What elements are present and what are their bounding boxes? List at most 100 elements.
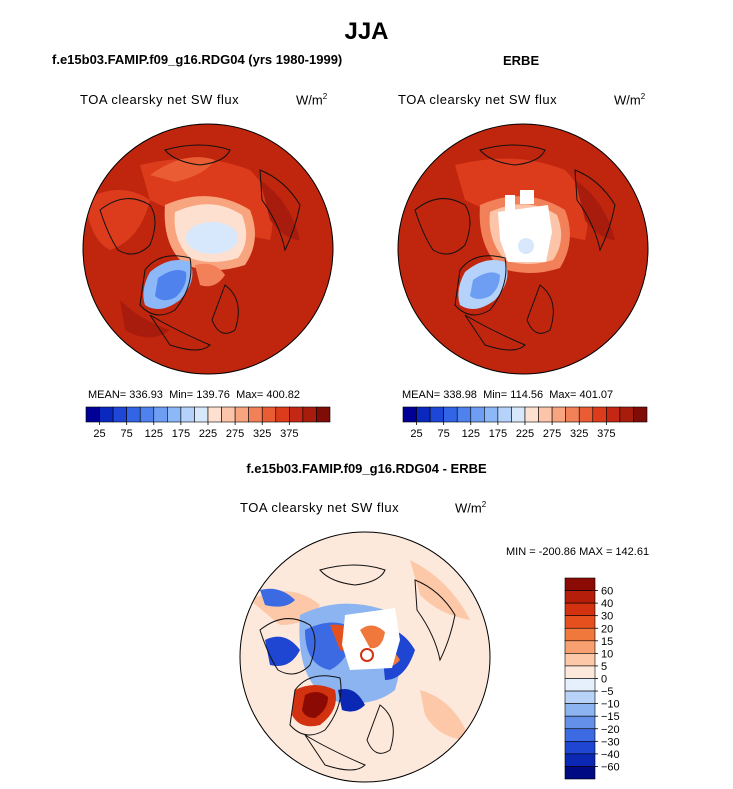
colorbar-tick-label: 0 [601,674,607,686]
colorbar-swatch [456,406,472,423]
colorbar-tick-label: 325 [253,428,271,440]
colorbar-tick-label: 375 [597,428,615,440]
panel-diff-header: f.e15b03.FAMIP.f09_g16.RDG04 - ERBE [246,461,487,476]
max-value: 401.07 [579,389,614,401]
deep-red-patch [260,180,300,240]
colorbar-swatch [484,406,499,423]
colorbar-tick-label: 175 [172,428,190,440]
colorbar-swatch [221,406,236,423]
map-right-border [397,123,649,375]
positive-patch [410,560,470,620]
colorbar-tick-label: −20 [601,724,620,736]
panel-right-units: W/m2 [614,92,646,108]
colorbar-swatch [99,406,114,423]
panel-diff-units: W/m2 [455,500,487,516]
colorbar-swatch [416,406,431,423]
mean-value: 338.98 [443,389,477,401]
colorbar-tick-label: 30 [601,611,613,623]
strong-negative-west [265,636,300,666]
colorbar-swatch [565,406,580,423]
colorbar-swatch [85,406,100,423]
orange-patch [150,157,215,182]
colorbar-tick-label: 275 [226,428,244,440]
colorbar-tick-label: 15 [601,636,613,648]
colorbar-swatch [564,602,596,616]
mean-value: 336.93 [129,389,163,401]
colorbar-swatch [261,406,277,423]
colorbar-swatch [538,406,553,423]
colorbar-tick-label: 225 [516,428,534,440]
panel-right-stats: MEAN= 338.98 Min= 114.56 Max= 401.07 [402,389,613,401]
panel-right-variable: TOA clearsky net SW flux [398,92,558,107]
greenland-core [155,270,187,301]
colorbar-tick-label: 175 [489,428,507,440]
figure-title: JJA [344,18,389,45]
missing-data-notch [505,195,515,213]
colorbar-swatch [511,406,526,423]
missing-data-notch [520,190,534,204]
extreme-negative [338,689,365,712]
colorbar-swatch [619,406,634,423]
colorbar-swatch [564,766,596,780]
extreme-positive [302,691,328,718]
mean-label: MEAN= [88,389,127,401]
warm-band-west [85,190,150,250]
colorbar-tick-label: 40 [601,598,613,610]
panel-right-header: ERBE [503,53,540,68]
map-right [397,123,649,375]
map-diff [239,531,491,783]
colorbar-tick-label: 225 [199,428,217,440]
colorbar-swatch [564,615,596,629]
colorbar-swatch [578,406,594,423]
pole-marker [360,648,374,662]
colorbar-swatch [564,728,596,742]
colorbar-swatch [180,406,195,423]
colorbar-tick-label: −5 [601,686,614,698]
max-label: Max= [549,389,577,401]
colorbar-tick-label: 325 [570,428,588,440]
colorbar-swatch [633,406,648,423]
pole-positive-arc [360,625,385,649]
colorbar-tick-label: 20 [601,623,613,635]
map-diff-border [239,531,491,783]
panel-left-stats: MEAN= 336.93 Min= 139.76 Max= 400.82 [88,389,300,401]
colorbar-tick-label: −15 [601,711,620,723]
deep-red-patch-2 [120,300,170,338]
colorbar-tick-label: 275 [543,428,561,440]
panel-left-units: W/m2 [296,92,328,108]
map-left [82,123,334,375]
coastlines [99,144,301,351]
missing-data-polar [498,205,552,262]
colorbar-tick-label: 125 [462,428,480,440]
colorbar-swatch [564,577,596,591]
map-left-border [82,123,334,375]
positive-patch [420,690,470,740]
colorbar-swatch [194,406,209,423]
colorbar-swatch [207,406,222,423]
coastlines [414,144,616,351]
colorbar-tick-label: −10 [601,699,620,711]
colorbar-swatch [564,640,596,654]
colorbar-swatch [564,590,596,604]
colorbar-tick-label: 60 [601,586,613,598]
colorbar-swatch [564,703,596,717]
colorbar-swatch [592,406,607,423]
strong-negative-nw [260,588,295,607]
colorbar-swatch [564,627,596,642]
colorbar-swatch [402,406,417,423]
colorbar-tick-label: 25 [93,428,105,440]
colorbar-tick-label: 375 [280,428,298,440]
colorbar-swatch [429,406,444,423]
colorbar-tick-label: −60 [601,761,620,773]
deep-red-patch [575,180,615,240]
colorbar-swatch [275,406,290,423]
greenland-core [470,272,500,299]
polar-cap [186,222,238,254]
colorbar-swatch [564,653,596,667]
colorbar-swatch [564,753,596,767]
max-value: 400.82 [266,389,300,401]
colorbar-swatch [497,406,512,423]
panel-left-header: f.e15b03.FAMIP.f09_g16.RDG04 (yrs 1980-1… [52,52,343,67]
colorbar-right: 25 75 125 175 225 275 325 375 [402,406,648,440]
